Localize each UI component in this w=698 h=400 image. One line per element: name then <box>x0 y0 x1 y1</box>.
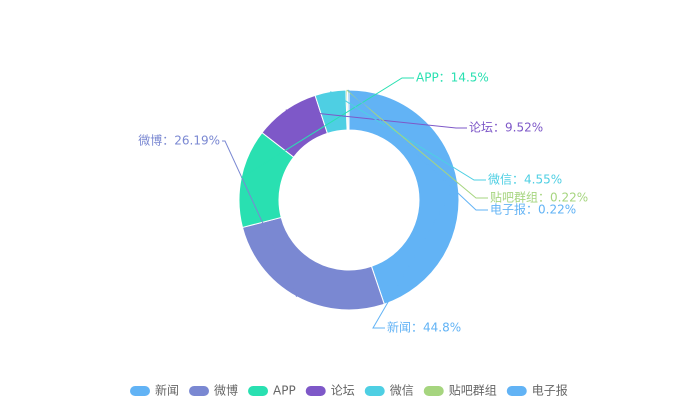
legend-item-贴吧群组[interactable]: 贴吧群组 <box>423 384 497 398</box>
slice-label-微博: 微博：26.19% <box>138 133 220 148</box>
legend-item-微信[interactable]: 微信 <box>364 384 414 398</box>
legend-item-电子报[interactable]: 电子报 <box>506 383 568 398</box>
legend-item-论坛[interactable]: 论坛 <box>305 384 355 398</box>
leader-line-贴吧群组 <box>346 89 488 199</box>
leader-line-论坛 <box>285 109 467 129</box>
legend-label-新闻: 新闻 <box>155 383 179 398</box>
legend-label-论坛: 论坛 <box>331 384 355 398</box>
legend-label-微博: 微博 <box>214 383 238 398</box>
legend-swatch-微博 <box>189 386 210 396</box>
legend-swatch-APP <box>248 386 269 396</box>
slice-label-新闻: 新闻：44.8% <box>387 320 461 335</box>
legend-item-新闻[interactable]: 新闻 <box>130 383 179 398</box>
slice-电子报[interactable] <box>346 89 350 131</box>
leader-line-新闻 <box>372 181 458 329</box>
legend-swatch-新闻 <box>130 386 150 396</box>
slice-label-电子报: 电子报：0.22% <box>490 202 576 217</box>
legend-label-微信: 微信 <box>390 384 414 398</box>
legend-swatch-贴吧群组 <box>423 386 444 396</box>
legend-label-贴吧群组: 贴吧群组 <box>449 384 497 398</box>
legend-swatch-电子报 <box>506 386 527 396</box>
donut-slices <box>238 89 460 311</box>
leader-line-电子报 <box>347 89 488 211</box>
slice-labels: 新闻：44.8% 微博：26.19% APP：14.5% 论坛：9.52% 微信：4.5… <box>138 71 588 335</box>
legend-swatch-微信 <box>364 386 385 396</box>
slice-label-APP: APP：14.5% <box>416 71 489 85</box>
slice-label-微信: 微信：4.55% <box>488 173 562 187</box>
leader-line-APP <box>241 77 414 179</box>
slice-微博[interactable] <box>241 216 385 311</box>
slice-label-论坛: 论坛：9.52% <box>469 121 543 135</box>
legend-label-电子报: 电子报 <box>532 383 568 398</box>
legend-swatch-论坛 <box>305 386 326 396</box>
legend-item-APP[interactable]: APP <box>248 384 296 398</box>
label-leader-lines <box>222 77 488 329</box>
leader-line-微信 <box>330 91 486 181</box>
chart-legend: 新闻 微博 APP 论坛 微信 贴吧群组 电子报 <box>130 383 568 398</box>
legend-item-微博[interactable]: 微博 <box>189 383 238 398</box>
leader-line-微博 <box>222 140 298 297</box>
legend-label-APP: APP <box>273 384 296 398</box>
slice-新闻[interactable] <box>348 89 460 305</box>
slice-label-贴吧群组: 贴吧群组：0.22% <box>490 191 588 205</box>
